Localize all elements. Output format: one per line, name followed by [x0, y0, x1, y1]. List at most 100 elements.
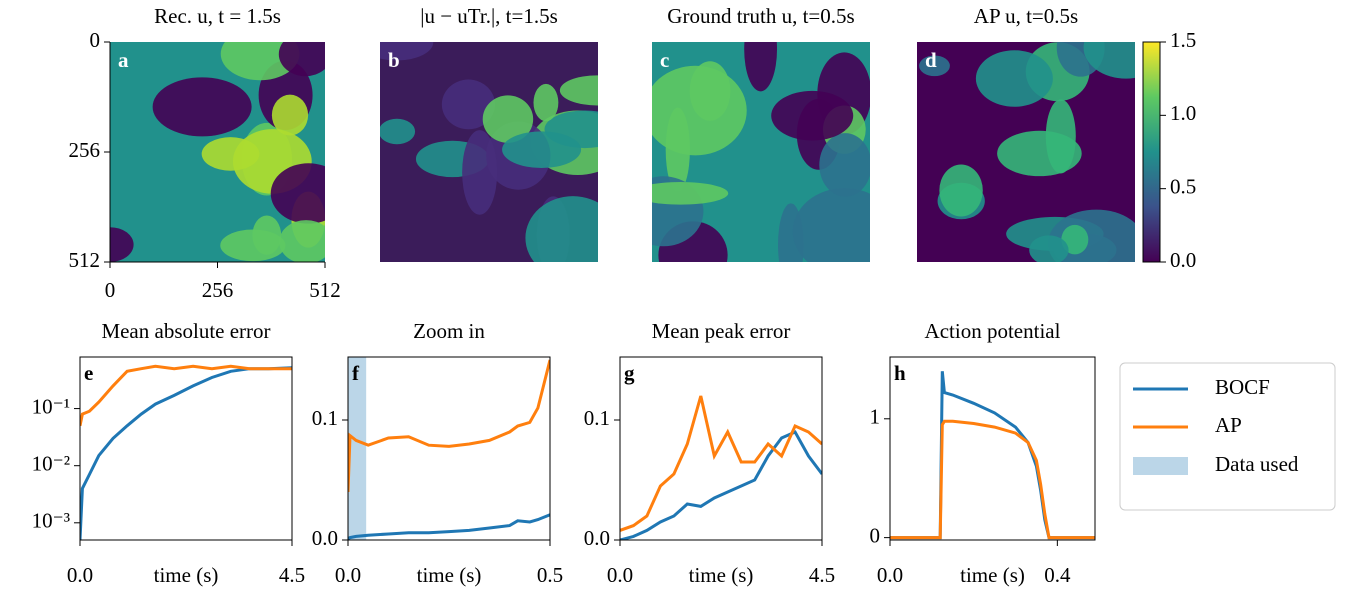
chart-title: Rec. u, t = 1.5s	[154, 4, 281, 28]
x-tick-label: 4.5	[809, 563, 835, 587]
heatmap-blob	[278, 42, 325, 77]
heatmap-blob	[1083, 42, 1135, 79]
heatmap-blob	[441, 79, 496, 130]
chart-title: Ground truth u, t=0.5s	[667, 4, 854, 28]
panel-label: c	[660, 48, 669, 72]
x-tick-label: 256	[202, 278, 234, 302]
panel-label: g	[624, 361, 635, 385]
heatmap-blob	[201, 137, 260, 171]
heatmap-blob	[652, 65, 747, 156]
chart-title: AP u, t=0.5s	[974, 4, 1078, 28]
heatmap-blob	[270, 163, 325, 224]
heatmap-blob	[975, 50, 1053, 107]
colorbar-tick-label: 1.0	[1170, 101, 1196, 125]
y-tick-label: 0	[90, 28, 101, 52]
chart-title: Mean absolute error	[101, 319, 270, 343]
heatmap-blob	[380, 42, 434, 61]
axes-frame	[619, 356, 823, 541]
y-tick-label: 10⁻³	[32, 509, 70, 533]
colorbar-tick-label: 0.5	[1170, 174, 1196, 198]
heatmap-blob	[482, 95, 534, 143]
panel-label: f	[352, 361, 360, 385]
heatmap-blob	[771, 90, 854, 141]
x-axis-label: time (s)	[689, 563, 754, 587]
heatmap-blob	[525, 196, 598, 262]
heatmap-image	[917, 42, 1135, 262]
data-used-span	[348, 357, 367, 540]
x-tick-label: 0.5	[537, 563, 563, 587]
y-tick-label: 256	[69, 138, 101, 162]
heatmap-blob	[792, 188, 870, 262]
panel-label: h	[894, 361, 906, 385]
x-tick-label: 0.0	[67, 563, 93, 587]
x-tick-label: 0.0	[335, 563, 361, 587]
panel-label: d	[925, 48, 937, 72]
colorbar	[1142, 41, 1161, 263]
heatmap-blob	[502, 131, 582, 168]
x-axis-label: time (s)	[960, 563, 1025, 587]
heatmap-blob	[152, 77, 252, 137]
x-tick-label: 0.0	[877, 563, 903, 587]
x-axis-label: time (s)	[154, 563, 219, 587]
heatmap-blob	[220, 229, 286, 262]
heatmap-blob	[559, 75, 598, 106]
colorbar-tick-label: 1.5	[1170, 28, 1196, 52]
x-tick-label: 4.5	[279, 563, 305, 587]
series-line	[620, 430, 822, 540]
y-tick-label: 10⁻¹	[32, 394, 70, 418]
x-axis-label: time (s)	[417, 563, 482, 587]
x-tick-label: 0.4	[1044, 563, 1071, 587]
chart-title: Action potential	[925, 319, 1061, 343]
chart-title: |u − uTr.|, t=1.5s	[420, 4, 558, 28]
legend-label: Data used	[1215, 452, 1299, 476]
heatmap-blob	[1029, 235, 1069, 262]
legend-label: AP	[1215, 413, 1242, 437]
heatmap-blob	[380, 118, 416, 145]
axes-frame	[79, 356, 293, 541]
heatmap-blob	[271, 94, 309, 136]
heatmap-blob	[462, 130, 498, 215]
y-tick-label: 0.0	[312, 526, 338, 550]
y-tick-label: 0.1	[584, 406, 610, 430]
panel-label: a	[118, 48, 129, 72]
panel-label: b	[388, 48, 400, 72]
series-line	[80, 364, 292, 427]
heatmap-blob	[110, 227, 134, 262]
panel-label: e	[84, 361, 93, 385]
legend-label: BOCF	[1215, 375, 1270, 399]
series-line	[80, 366, 292, 540]
heatmap-blob	[919, 55, 950, 77]
axes-frame	[889, 356, 1096, 541]
series-line	[620, 395, 822, 532]
colorbar-tick-label: 0.0	[1170, 248, 1196, 272]
heatmap-image	[652, 42, 870, 262]
heatmap-blob	[819, 133, 870, 197]
heatmap-blob	[652, 182, 729, 205]
legend-swatch	[1133, 457, 1188, 475]
heatmap-blob	[279, 220, 325, 262]
heatmap-blob	[744, 42, 778, 92]
y-tick-label: 10⁻²	[32, 452, 70, 476]
x-tick-label: 0.0	[607, 563, 633, 587]
heatmap-blob	[533, 83, 559, 122]
heatmap-blob	[1045, 99, 1076, 174]
heatmap-image	[110, 42, 325, 262]
legend-box	[1119, 362, 1336, 511]
x-tick-label: 0	[105, 278, 116, 302]
series-line	[348, 359, 550, 493]
y-tick-label: 1	[870, 405, 881, 429]
y-tick-label: 0.1	[312, 406, 338, 430]
y-tick-label: 0.0	[584, 526, 610, 550]
chart-title: Mean peak error	[652, 319, 791, 343]
series-line	[890, 371, 1095, 540]
axes-frame	[347, 356, 551, 541]
chart-title: Zoom in	[413, 319, 485, 343]
y-tick-label: 512	[69, 248, 101, 272]
series-line	[348, 513, 550, 540]
x-tick-label: 512	[309, 278, 341, 302]
series-line	[890, 419, 1095, 540]
y-tick-label: 0	[870, 523, 881, 547]
heatmap-image	[380, 42, 598, 262]
heatmap-blob	[939, 164, 983, 217]
